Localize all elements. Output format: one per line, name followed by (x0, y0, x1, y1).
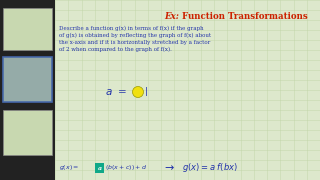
Text: →: → (164, 163, 173, 173)
Bar (3, 57, 52, 102)
Text: a: a (98, 165, 101, 170)
Text: $(b(x+c))+d$: $(b(x+c))+d$ (105, 163, 147, 172)
Circle shape (132, 87, 143, 98)
Text: $g(x)=$: $g(x)=$ (59, 163, 79, 172)
Text: Describe a function g(x) in terms of f(x) if the graph
of g(x) is obtained by re: Describe a function g(x) in terms of f(x… (59, 26, 211, 52)
Bar (3, 8, 52, 50)
Bar (95, 163, 104, 173)
Bar (55, 0, 320, 180)
Text: |: | (145, 87, 148, 96)
Text: $a$  =: $a$ = (105, 87, 128, 97)
Text: Ex:: Ex: (164, 12, 182, 21)
Bar (0, 0, 55, 180)
Bar (3, 110, 52, 155)
Text: $g(x) = a\ f(bx)$: $g(x) = a\ f(bx)$ (182, 161, 238, 174)
Text: Function Transformations: Function Transformations (182, 12, 308, 21)
Bar (3, 57, 52, 102)
